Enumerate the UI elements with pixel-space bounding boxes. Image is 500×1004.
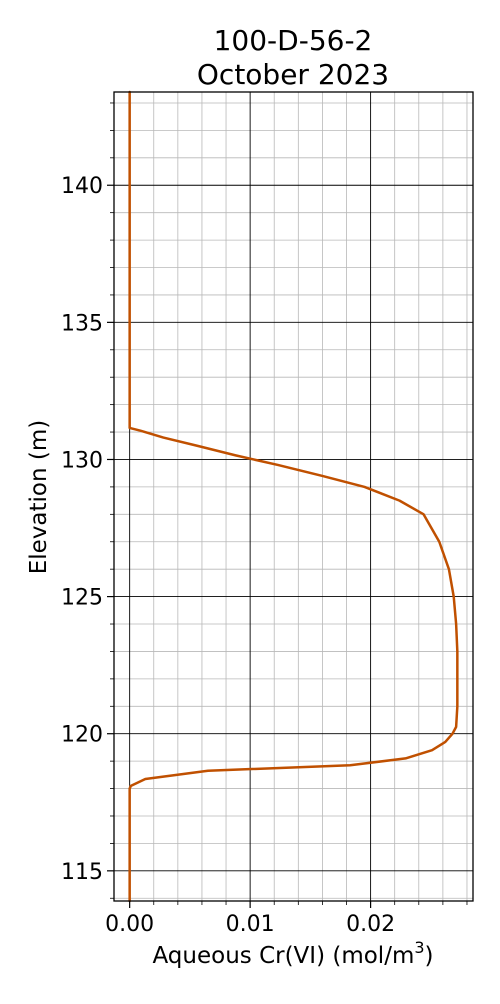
x-axis-ticks: 0.00 0.01 0.02 (105, 901, 468, 937)
y-tick-label: 130 (61, 448, 103, 473)
x-tick-label: 0.02 (346, 912, 395, 937)
y-tick-label: 135 (61, 311, 103, 336)
y-tick-label: 115 (61, 860, 103, 885)
plot-frame (113, 91, 474, 902)
chart-title-line-1: 100-D-56-2 (214, 24, 373, 57)
y-axis-ticks: 115 120 125 130 135 140 (61, 102, 114, 899)
y-tick-label: 140 (61, 174, 103, 199)
cr-vi-profile-line (128, 90, 459, 903)
y-axis-label: Elevation (m) (26, 420, 52, 575)
series-layer (128, 90, 459, 903)
x-axis-label: Aqueous Cr(VI) (mol/m3) (152, 938, 433, 969)
minor-grid (114, 92, 473, 901)
x-axis-label-close: ) (425, 943, 434, 969)
x-tick-label: 0.00 (105, 912, 154, 937)
chart-title-line-2: October 2023 (197, 58, 389, 91)
major-grid (114, 92, 473, 901)
x-axis-label-superscript: 3 (414, 938, 424, 957)
y-tick-label: 125 (61, 586, 103, 611)
y-tick-label: 120 (61, 723, 103, 748)
x-tick-label: 0.01 (226, 912, 275, 937)
x-axis-label-main: Aqueous Cr(VI) (mol/m (152, 943, 414, 969)
